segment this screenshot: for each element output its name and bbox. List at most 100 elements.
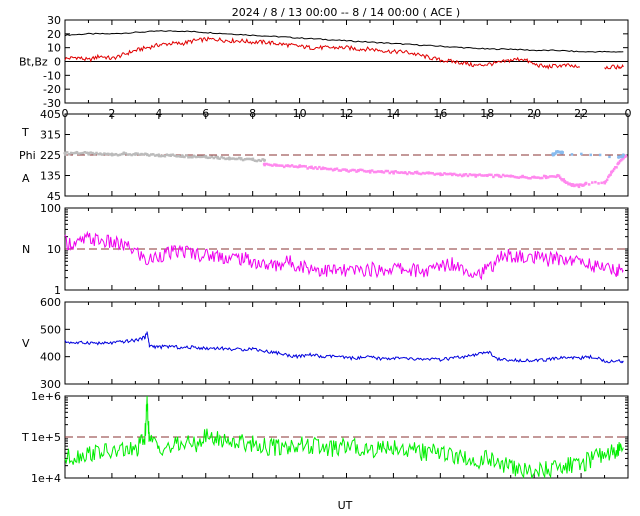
data-point — [222, 156, 225, 160]
data-point — [415, 171, 419, 175]
data-point — [132, 153, 135, 156]
data-point — [239, 157, 243, 161]
data-point — [120, 152, 124, 156]
data-point — [116, 153, 120, 157]
data-point — [314, 166, 317, 169]
data-point — [554, 152, 557, 155]
data-point — [130, 153, 133, 157]
data-point — [431, 172, 435, 175]
data-point — [563, 179, 567, 183]
data-point — [433, 173, 436, 176]
y-axis-label: Bt,Bz — [19, 56, 48, 69]
series-t-line — [64, 395, 624, 479]
data-point — [558, 176, 562, 179]
panel-angles: 405 315 225 135 45 T Phi A — [19, 108, 629, 203]
data-point — [374, 170, 378, 174]
data-point — [200, 155, 204, 159]
y-tick-label: 45 — [47, 190, 61, 203]
data-point — [247, 157, 251, 161]
data-point — [95, 151, 98, 155]
data-point — [202, 155, 206, 158]
y-tick-label: 10 — [47, 243, 61, 256]
y-tick-label: 1 — [54, 284, 61, 297]
y-tick-label: -30 — [43, 97, 61, 110]
data-point — [159, 154, 163, 158]
data-point — [337, 169, 341, 172]
data-point — [408, 171, 411, 174]
data-point — [589, 153, 592, 157]
data-point — [437, 172, 440, 176]
data-point — [621, 153, 625, 157]
data-point — [265, 162, 268, 166]
data-point — [353, 168, 356, 172]
data-point — [171, 153, 175, 156]
data-point — [447, 172, 450, 176]
data-point — [594, 180, 597, 184]
data-point — [279, 164, 282, 167]
data-point — [598, 153, 602, 157]
data-point — [529, 177, 532, 180]
data-point — [318, 165, 321, 169]
data-point — [67, 152, 71, 156]
y-axis-label: A — [22, 172, 30, 185]
y-tick-label: 315 — [40, 129, 61, 142]
data-point — [464, 173, 468, 176]
data-point — [321, 166, 325, 170]
data-point — [245, 157, 249, 161]
data-point — [584, 181, 588, 186]
data-point — [468, 173, 472, 176]
data-point — [227, 156, 231, 160]
data-point — [359, 168, 362, 171]
data-point — [290, 164, 294, 167]
data-point — [98, 152, 102, 156]
data-point — [378, 170, 382, 173]
data-point — [210, 155, 214, 159]
data-point — [611, 169, 615, 173]
data-point — [554, 175, 558, 179]
data-point — [69, 151, 73, 155]
data-point — [208, 156, 212, 159]
data-point — [501, 173, 505, 177]
data-point — [218, 157, 221, 160]
data-point — [194, 155, 198, 159]
data-point — [417, 172, 421, 175]
data-point — [551, 152, 555, 156]
data-point — [520, 175, 525, 179]
y-tick-label: -10 — [43, 69, 61, 82]
data-point — [615, 166, 618, 169]
data-point — [523, 175, 526, 179]
data-point — [73, 151, 77, 155]
data-point — [300, 165, 304, 168]
data-point — [605, 178, 609, 181]
data-point — [470, 173, 474, 177]
data-point — [118, 153, 122, 157]
data-point — [580, 152, 583, 156]
data-point — [427, 171, 431, 175]
data-point — [241, 158, 245, 162]
data-point — [419, 172, 423, 176]
panel-density: 100 10 1 N — [22, 202, 629, 297]
data-point — [341, 168, 345, 171]
data-point — [509, 174, 513, 178]
data-point — [284, 164, 288, 167]
data-point — [267, 163, 270, 166]
panel-speed: 600 500 400 300 V — [22, 296, 629, 391]
data-point — [304, 165, 307, 168]
data-point — [363, 169, 366, 173]
data-point — [540, 176, 544, 180]
data-point — [525, 176, 528, 179]
data-point — [140, 152, 143, 156]
data-point — [269, 163, 272, 167]
data-point — [406, 172, 409, 176]
data-point — [438, 172, 442, 176]
panel-temperature: 1e+6 1e+5 1e+4 T — [21, 390, 629, 485]
data-point — [112, 153, 116, 156]
data-point — [237, 156, 241, 160]
data-point — [478, 173, 481, 176]
data-point — [335, 167, 339, 170]
series-phi-pink — [262, 154, 628, 189]
data-point — [445, 172, 448, 176]
data-point — [253, 159, 257, 162]
data-point — [296, 165, 300, 169]
data-point — [144, 152, 147, 156]
